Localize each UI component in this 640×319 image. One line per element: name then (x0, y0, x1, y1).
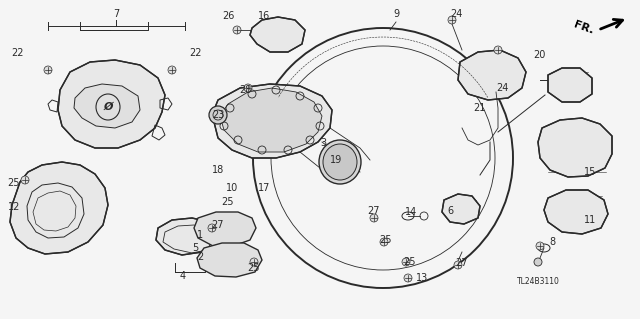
Circle shape (402, 258, 410, 266)
Text: 10: 10 (226, 183, 238, 193)
Circle shape (448, 16, 456, 24)
Circle shape (380, 238, 388, 246)
Text: 17: 17 (258, 183, 270, 193)
Polygon shape (197, 243, 262, 277)
Polygon shape (156, 218, 218, 255)
Text: 25: 25 (221, 197, 233, 207)
Text: 22: 22 (12, 48, 24, 58)
Text: 13: 13 (416, 273, 428, 283)
Circle shape (21, 176, 29, 184)
Text: 7: 7 (113, 9, 119, 19)
Text: 25: 25 (380, 235, 392, 245)
Text: 6: 6 (447, 206, 453, 216)
Polygon shape (220, 88, 322, 152)
Ellipse shape (319, 140, 361, 184)
Text: 27: 27 (368, 206, 380, 216)
Text: 14: 14 (405, 207, 417, 217)
Circle shape (404, 274, 412, 282)
Text: 12: 12 (8, 202, 20, 212)
Circle shape (233, 26, 241, 34)
Text: 25: 25 (247, 263, 259, 273)
Circle shape (370, 214, 378, 222)
Polygon shape (538, 118, 612, 177)
Polygon shape (250, 17, 305, 52)
Text: 25: 25 (403, 257, 415, 267)
Text: 4: 4 (180, 271, 186, 281)
Polygon shape (442, 194, 480, 224)
Polygon shape (10, 162, 108, 254)
Text: 20: 20 (533, 50, 545, 60)
Text: 27: 27 (212, 220, 224, 230)
Circle shape (536, 242, 544, 250)
Text: 25: 25 (8, 178, 20, 188)
Text: 3: 3 (320, 138, 326, 148)
Text: TL24B3110: TL24B3110 (516, 278, 559, 286)
Circle shape (44, 66, 52, 74)
Text: 24: 24 (450, 9, 462, 19)
Text: 22: 22 (189, 48, 201, 58)
Text: 11: 11 (584, 215, 596, 225)
Text: 18: 18 (212, 165, 224, 175)
Circle shape (244, 84, 252, 92)
Ellipse shape (209, 106, 227, 124)
Circle shape (208, 224, 216, 232)
Circle shape (168, 66, 176, 74)
Polygon shape (214, 84, 332, 158)
Text: 26: 26 (222, 11, 234, 21)
Ellipse shape (323, 144, 357, 180)
Text: 1: 1 (197, 230, 203, 240)
Text: 21: 21 (473, 103, 485, 113)
Polygon shape (74, 84, 140, 128)
Text: 2: 2 (197, 252, 203, 262)
Text: FR.: FR. (572, 20, 595, 36)
Circle shape (494, 46, 502, 54)
Text: 16: 16 (258, 11, 270, 21)
Polygon shape (548, 68, 592, 102)
Polygon shape (458, 50, 526, 100)
Text: 27: 27 (456, 258, 468, 268)
Polygon shape (544, 190, 608, 234)
Text: 23: 23 (212, 110, 224, 120)
Text: 28: 28 (239, 85, 251, 95)
Text: 15: 15 (584, 167, 596, 177)
Text: 9: 9 (393, 9, 399, 19)
Text: 24: 24 (496, 83, 508, 93)
Text: Ø: Ø (103, 102, 113, 112)
Ellipse shape (534, 258, 542, 266)
Text: 19: 19 (330, 155, 342, 165)
Circle shape (454, 261, 462, 269)
Text: 8: 8 (549, 237, 555, 247)
Text: 5: 5 (192, 243, 198, 253)
Polygon shape (27, 183, 84, 238)
Polygon shape (194, 212, 256, 246)
Circle shape (250, 258, 258, 266)
Polygon shape (58, 60, 165, 148)
